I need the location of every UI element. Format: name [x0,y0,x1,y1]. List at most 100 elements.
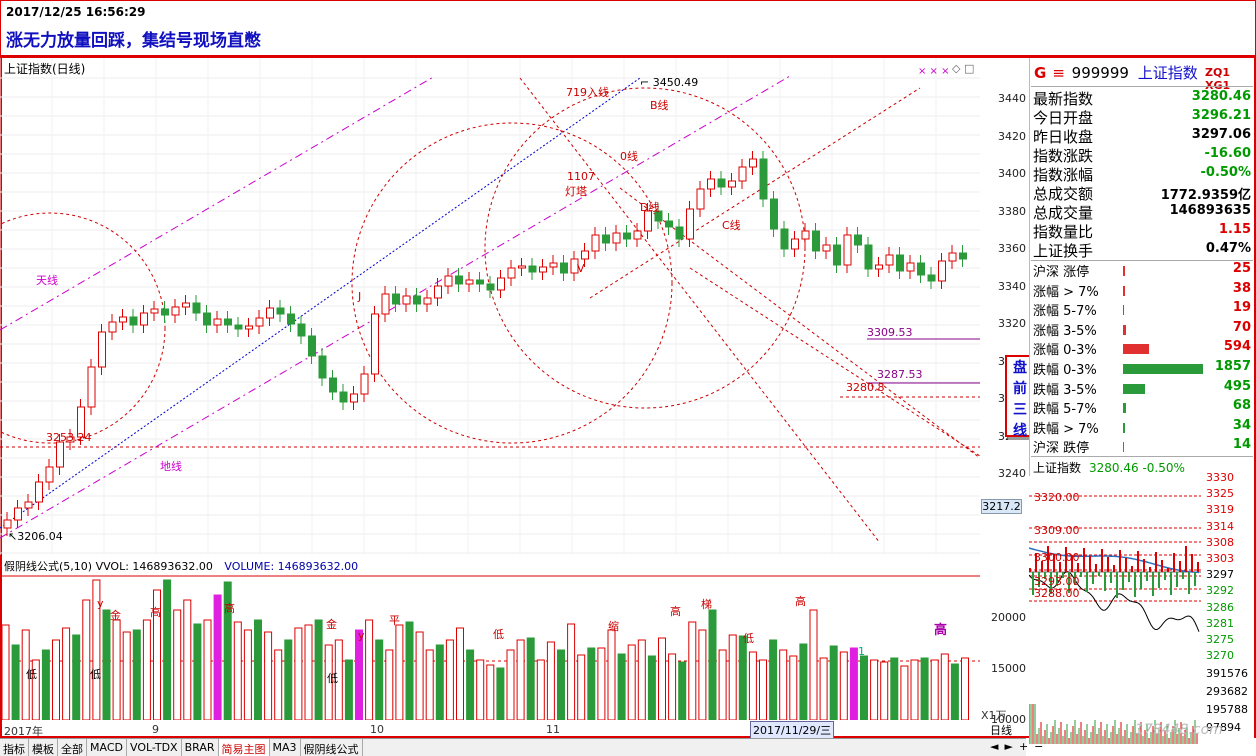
volume-chart[interactable] [0,555,980,720]
quote-value: 3280.46 [1191,89,1251,104]
volume-bar [496,667,505,720]
cursor-date-tip: 2017/11/29/三 [750,721,835,739]
volume-bar [274,649,283,720]
candle-body [623,232,631,240]
zoom-out-icon[interactable]: − [1034,740,1044,753]
volume-bar [688,621,697,720]
volume-bar [849,647,858,720]
g-icon[interactable]: G [1034,64,1047,82]
quote-value: 3296.21 [1191,108,1251,123]
mini-breadth-bar [1119,550,1121,572]
mini-bg [1029,476,1205,744]
candle-body [24,501,33,509]
breadth-down-row: 沪深 跌停 14 [1033,437,1251,456]
volume-bar [668,653,677,720]
breadth-bar [1123,383,1145,394]
candle-body [150,308,159,314]
volume-bar [627,644,636,720]
volume-bar [223,581,232,720]
annotation-tianxian: 天线 [36,274,58,287]
breadth-bar [1123,305,1124,315]
mini-breadth-bar [1170,572,1172,595]
breadth-key: 跌幅 5-7% [1033,402,1097,417]
mini-breadth-bar [1137,551,1139,572]
volume-bar [748,651,757,720]
candle-body [98,331,106,368]
volume-bar [526,637,535,720]
breadth-count: 34 [1232,417,1251,433]
tab-template[interactable]: 模板 [29,739,58,756]
volume-bar [233,621,242,720]
tab-brar[interactable]: BRAR [182,739,219,756]
mini-breadth-bar [1197,562,1199,572]
mini-breadth-bar [1050,572,1052,594]
volume-bar [597,647,606,720]
volume-bar [658,637,666,720]
volume-bar [82,599,91,720]
candle-body [738,166,747,182]
tab-macd[interactable]: MACD [87,739,127,756]
volume-bar [486,664,495,720]
tab-fake-yin[interactable]: 假阴线公式 [301,739,363,756]
tab-all[interactable]: 全部 [58,739,87,756]
trend-line [0,77,641,529]
mini-breadth-bar [1143,559,1145,572]
breadth-count: 70 [1232,319,1251,335]
candle-body [717,178,726,188]
kline-chart[interactable] [0,58,980,555]
vol-label: 低 [493,628,504,641]
volume-bar [940,653,949,720]
quote-key: 总成交额 [1033,185,1094,203]
mini-breadth-bar [1077,563,1079,572]
volume-formula-name: 假阴线公式(5,10) [4,560,93,573]
breadth-up-row: 沪深 涨停 25 [1033,261,1251,280]
candle-body [728,180,736,188]
candle-body [455,275,463,285]
left-arrow-icon[interactable]: ◄ [990,740,999,753]
candle-body [696,188,705,210]
candle-body [423,297,432,305]
mini-breadth-bar [1047,546,1049,572]
volume-bar [92,579,101,720]
intraday-mini-chart[interactable] [1029,476,1205,744]
tab-simple-main[interactable]: 简易主图 [218,739,270,756]
candle-body [759,158,768,200]
tab-ma3[interactable]: MA3 [270,739,301,756]
chart-tool-icons[interactable]: ◇ □ [952,62,975,75]
mini-breadth-bar [1032,572,1034,595]
volume-bar [961,657,969,720]
chart-title: 上证指数(日线) [4,62,86,76]
quote-row: 指数涨幅 -0.50% [1033,164,1251,184]
right-arrow-icon[interactable]: ► [1004,740,1013,753]
volume-bar [415,631,424,720]
candle-body [476,279,484,285]
index-code: 999999 [1071,64,1129,82]
mini-breadth-bar [1095,564,1097,572]
tab-indicator[interactable]: 指标 [0,739,29,756]
callout-char: 三 [1013,402,1027,418]
candle-body [392,293,400,305]
mini-breadth-bar [1074,572,1076,585]
annotation-1107: 1107 [567,170,595,183]
mini-breadth-bar [1149,567,1151,572]
volume-axis: 20000 15000 10000 [980,555,1028,726]
breadth-down-row: 跌幅 3-5% 495 [1033,379,1251,398]
candle-body [381,293,390,315]
price-tick: 3240 [998,467,1026,480]
candle-body [3,519,12,529]
period-selector[interactable]: 日线 [990,724,1012,737]
mini-volume-tick: 293682 [1206,685,1248,698]
mini-chart-header: 上证指数 3280.46 -0.50% [1033,459,1185,476]
candle-body [297,323,306,337]
breadth-bar [1123,266,1125,276]
annotation-c-line: C线 [722,219,741,232]
indicator-marks: × × × [918,66,950,77]
menu-icon[interactable]: ≡ [1052,64,1065,82]
mini-breadth-bar [1116,572,1118,598]
zoom-in-icon[interactable]: + [1018,740,1029,753]
candle-body [801,230,810,240]
tab-vol-tdx[interactable]: VOL-TDX [127,739,182,756]
volume-bar [1,624,10,720]
volume-bar [102,609,111,720]
mini-breadth-bar [1062,572,1064,578]
